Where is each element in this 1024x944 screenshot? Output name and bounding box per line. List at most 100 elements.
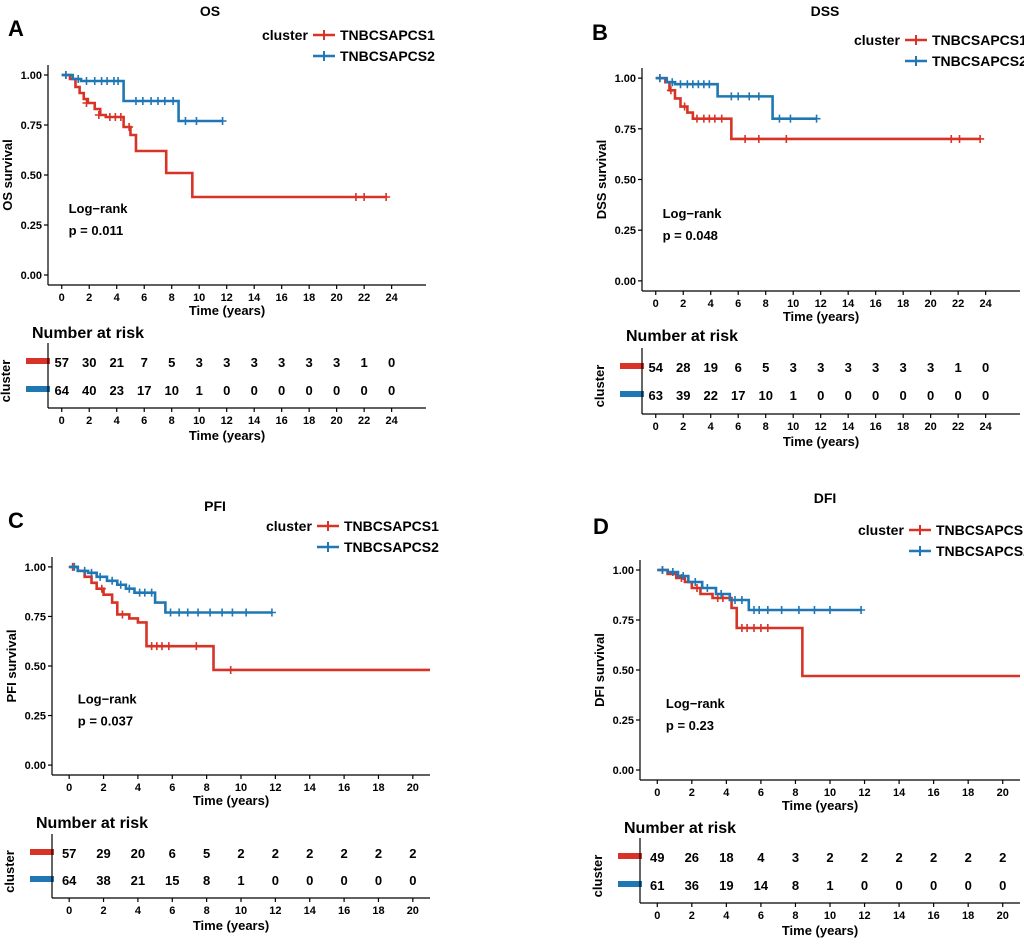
risk-count: 3 [927,360,934,375]
x-axis-label: Time (years) [782,798,858,813]
risk-count: 0 [388,355,395,370]
censor-mark [718,594,727,602]
risk-count: 2 [340,846,347,861]
y-tick-label: 1.00 [21,70,42,82]
risk-count: 3 [196,355,203,370]
risk-count: 0 [333,383,340,398]
risk-count: 21 [109,355,123,370]
risk-count: 21 [131,873,145,888]
risk-x-tick-label: 24 [980,421,993,433]
x-tick-label: 14 [248,292,261,304]
risk-count: 57 [62,846,76,861]
censor-mark [74,75,83,83]
risk-x-tick-label: 18 [962,910,974,922]
risk-count: 10 [164,383,178,398]
censor-mark [777,606,786,614]
risk-x-tick-label: 20 [925,421,937,433]
censor-mark [693,584,701,592]
risk-count: 0 [982,388,989,403]
p-value-label: p = 0.011 [69,223,124,238]
risk-x-tick-label: 10 [824,910,836,922]
risk-count: 3 [817,360,824,375]
censor-mark [131,97,140,105]
x-tick-label: 16 [338,782,350,794]
risk-count: 63 [649,388,663,403]
censor-mark [103,77,112,85]
risk-count: 22 [703,388,717,403]
legend-label-1: TNBCSAPCS1 [932,32,1024,48]
risk-x-tick-label: 12 [221,415,233,427]
risk-x-tick-label: 12 [858,910,870,922]
panel-letter: A [8,16,24,41]
risk-x-tick-label: 16 [338,905,350,917]
risk-count: 5 [203,846,210,861]
x-tick-label: 6 [141,292,147,304]
risk-x-tick-label: 8 [792,910,798,922]
x-tick-label: 14 [893,787,906,799]
censor-mark [810,606,819,614]
censor-mark [80,566,89,575]
risk-count: 17 [731,388,745,403]
censor-mark [82,77,91,85]
x-tick-label: 12 [815,298,827,310]
censor-mark [175,608,184,617]
x-tick-label: 0 [654,787,660,799]
risk-x-tick-label: 14 [893,910,906,922]
censor-mark [775,114,784,123]
y-tick-label: 0.00 [25,760,46,772]
censor-mark [763,624,772,632]
risk-x-tick-label: 20 [997,910,1009,922]
panel-c: C PFI cluster TNBCSAPCS1 TNBCSAPCS2 0.00 0.25 0… [2,498,439,933]
risk-x-tick-label: 2 [680,421,686,433]
censor-mark [750,624,758,632]
risk-count: 0 [223,383,230,398]
y-axis-label: OS survival [0,139,15,211]
censor-mark [666,86,675,95]
risk-x-tick-label: 18 [303,415,315,427]
censor-mark [734,92,743,101]
censor-mark [786,114,795,123]
risk-count: 0 [965,878,972,893]
risk-count: 0 [895,878,902,893]
panel-letter: B [592,20,608,45]
x-tick-label: 14 [304,782,317,794]
censor-mark [108,576,117,585]
censor-mark [955,134,964,143]
x-tick-label: 0 [59,292,65,304]
censor-mark [192,117,201,125]
panel-b: B DSS cluster TNBCSAPCS1 TNBCSAPCS2 0.00 0.25 0… [592,3,1024,449]
censor-mark [183,608,192,617]
km-curve-tnbcsapcs1 [657,568,1020,678]
risk-table-title: Number at risk [624,820,736,837]
panel-letter: C [8,508,24,533]
risk-count: 18 [719,850,733,865]
risk-table-title: Number at risk [626,328,738,345]
x-tick-label: 4 [723,787,730,799]
risk-count: 20 [131,846,145,861]
risk-table-ylabel: cluster [2,850,17,893]
risk-count: 4 [757,850,765,865]
y-tick-label: 1.00 [25,562,46,574]
risk-count: 61 [650,878,664,893]
censor-mark [147,588,156,597]
x-tick-label: 20 [925,298,937,310]
x-tick-label: 4 [708,298,715,310]
censor-mark [116,113,125,121]
censor-mark [153,97,162,105]
risk-x-tick-label: 12 [815,421,827,433]
censor-mark [976,134,985,143]
x-tick-label: 0 [653,298,659,310]
censor-mark [138,97,147,105]
risk-count: 49 [650,850,664,865]
risk-count: 2 [237,846,244,861]
x-tick-label: 16 [276,292,288,304]
y-tick-label: 0.25 [613,715,634,727]
y-tick-label: 0.75 [25,611,46,623]
censor-mark [61,71,70,79]
risk-count: 0 [306,873,313,888]
risk-count: 26 [685,850,699,865]
risk-count: 0 [845,388,852,403]
risk-count: 0 [375,873,382,888]
risk-count: 2 [826,850,833,865]
